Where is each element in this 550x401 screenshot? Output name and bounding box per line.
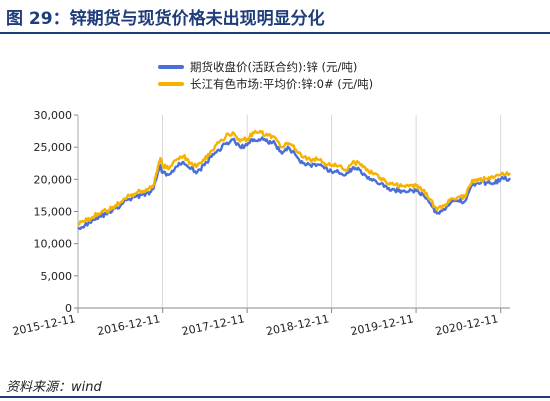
x-tick-label: 2017-12-11 [181,312,246,338]
legend-swatch-spot [158,81,184,86]
y-tick-label: 10,000 [34,238,73,251]
x-tick-label: 2016-12-11 [96,312,161,338]
x-tick-label: 2015-12-11 [11,312,76,338]
legend-item-futures: 期货收盘价(活跃合约):锌 (元/吨) [158,58,373,75]
legend-label-spot: 长江有色市场:平均价:锌:0# (元/吨) [190,76,374,91]
chart-axes [77,115,510,309]
bottom-divider [0,396,550,398]
legend-label-futures: 期货收盘价(活跃合约):锌 (元/吨) [190,59,358,74]
figure-title: 图 29：锌期货与现货价格未出现明显分化 [6,9,325,29]
chart-lines [77,129,512,231]
source-note: 资料来源：wind [6,380,102,395]
y-tick-label: 5,000 [41,270,73,283]
legend-item-spot: 长江有色市场:平均价:锌:0# (元/吨) [158,75,373,92]
y-tick-label: 0 [65,302,72,315]
series-line-futures [77,136,512,231]
x-tick-label: 2019-12-11 [349,312,414,338]
y-tick-label: 20,000 [34,173,73,186]
series-line-spot [77,129,511,226]
y-tick-label: 15,000 [34,206,73,219]
legend-swatch-futures [158,64,184,69]
y-tick-label: 30,000 [34,109,73,122]
title-divider [0,32,550,34]
chart-legend: 期货收盘价(活跃合约):锌 (元/吨) 长江有色市场:平均价:锌:0# (元/吨… [158,58,373,92]
y-tick-label: 25,000 [34,141,73,154]
x-tick-label: 2020-12-11 [434,312,499,338]
x-tick-label: 2018-12-11 [265,312,330,338]
